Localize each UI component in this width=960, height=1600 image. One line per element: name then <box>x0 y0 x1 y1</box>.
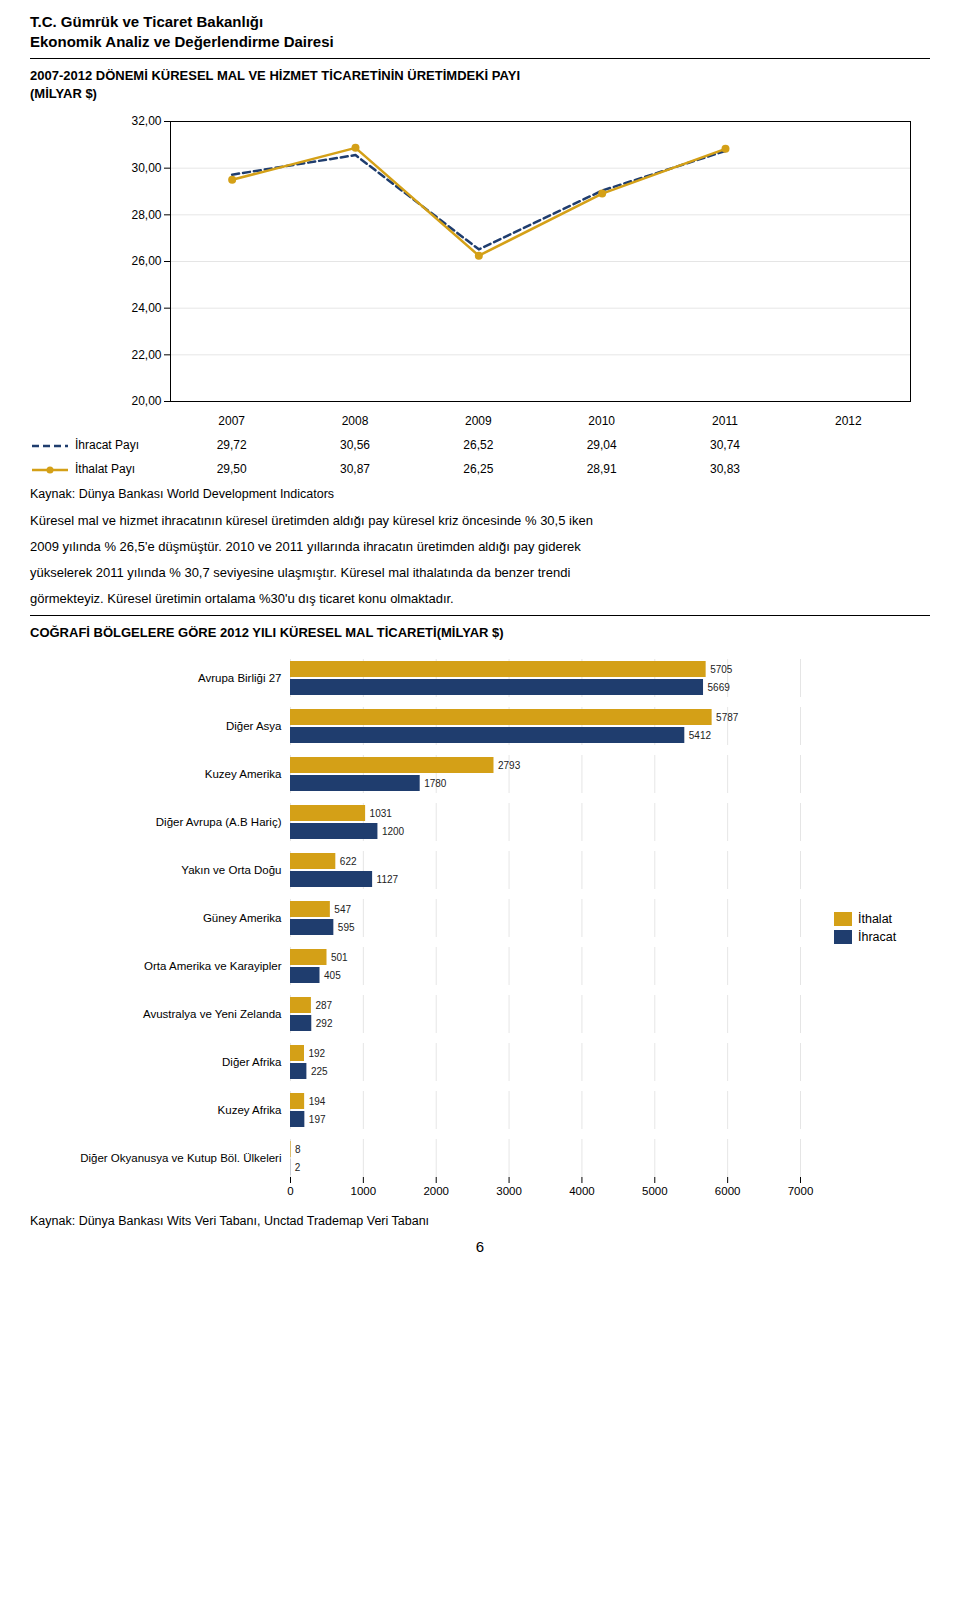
svg-text:Kuzey Afrika: Kuzey Afrika <box>218 1104 283 1116</box>
svg-text:225: 225 <box>311 1066 328 1077</box>
svg-text:8: 8 <box>295 1144 301 1155</box>
svg-text:Avustralya ve Yeni Zelanda: Avustralya ve Yeni Zelanda <box>143 1008 282 1020</box>
svg-text:28,00: 28,00 <box>131 208 161 222</box>
svg-text:32,00: 32,00 <box>131 114 161 128</box>
svg-text:2793: 2793 <box>498 760 521 771</box>
svg-text:26,00: 26,00 <box>131 254 161 268</box>
html-text:İthalat Payı: İthalat Payı <box>75 462 135 476</box>
svg-text:192: 192 <box>308 1048 325 1059</box>
svg-text:Diğer Avrupa (A.B Hariç): Diğer Avrupa (A.B Hariç) <box>156 816 282 828</box>
svg-text:Kuzey Amerika: Kuzey Amerika <box>205 768 282 780</box>
html-text:İthalat: İthalat <box>858 912 893 926</box>
html-text:T.C. Gümrük ve Ticaret Bakanlı: T.C. Gümrük ve Ticaret Bakanlığı <box>30 13 264 30</box>
html-text:İhracat: İhracat <box>858 930 897 944</box>
html-text:Ekonomik Analiz ve Değerlendir: Ekonomik Analiz ve Değerlendirme Dairesi <box>30 33 334 50</box>
svg-text:5412: 5412 <box>689 730 712 741</box>
svg-text:1200: 1200 <box>382 826 405 837</box>
html-text:COĞRAFİ BÖLGELERE GÖRE 2012 YI: COĞRAFİ BÖLGELERE GÖRE 2012 YILI KÜRESEL… <box>30 625 504 640</box>
html-text:29,04: 29,04 <box>586 438 617 452</box>
svg-text:3000: 3000 <box>496 1185 522 1197</box>
html-text:2009 yılında % 26,5'e düşmüştü: 2009 yılında % 26,5'e düşmüştür. 2010 ve… <box>30 539 581 554</box>
html-text:2011: 2011 <box>712 414 738 428</box>
svg-text:Diğer Okyanusya ve Kutup Böl.: Diğer Okyanusya ve Kutup Böl. Ülkeleri <box>80 1152 281 1164</box>
svg-text:2000: 2000 <box>423 1185 449 1197</box>
svg-text:287: 287 <box>315 1000 332 1011</box>
svg-text:30,00: 30,00 <box>131 161 161 175</box>
svg-text:501: 501 <box>331 952 348 963</box>
svg-text:5669: 5669 <box>708 682 731 693</box>
svg-text:1127: 1127 <box>377 874 399 885</box>
html-text:2012: 2012 <box>835 414 862 428</box>
html-text:yükselerek 2011 yılında % 30,7: yükselerek 2011 yılında % 30,7 seviyesin… <box>30 565 571 580</box>
svg-text:5787: 5787 <box>716 712 739 723</box>
html-text:30,83: 30,83 <box>710 462 740 476</box>
svg-text:194: 194 <box>309 1096 326 1107</box>
svg-text:622: 622 <box>340 856 357 867</box>
html-text:2008: 2008 <box>341 414 369 428</box>
html-text:30,56: 30,56 <box>340 438 370 452</box>
svg-text:1780: 1780 <box>424 778 447 789</box>
html-text:2010: 2010 <box>588 414 615 428</box>
html-text:29,50: 29,50 <box>216 462 247 476</box>
html-text:30,74: 30,74 <box>710 438 740 452</box>
svg-text:Yakın ve Orta Doğu: Yakın ve Orta Doğu <box>181 864 281 876</box>
html-text:2007: 2007 <box>218 414 245 428</box>
svg-text:7000: 7000 <box>788 1185 814 1197</box>
svg-text:Avrupa Birliği 27: Avrupa Birliği 27 <box>198 672 282 684</box>
html-text:30,87: 30,87 <box>340 462 370 476</box>
html-text:6: 6 <box>475 1238 485 1255</box>
svg-text:2: 2 <box>295 1162 301 1173</box>
html-text:2009: 2009 <box>465 414 492 428</box>
html-text:26,52: 26,52 <box>463 438 494 452</box>
svg-text:197: 197 <box>309 1114 326 1125</box>
html-text:28,91: 28,91 <box>586 462 617 476</box>
svg-text:Güney Amerika: Güney Amerika <box>203 912 282 924</box>
svg-text:22,00: 22,00 <box>131 348 161 362</box>
svg-text:1031: 1031 <box>370 808 393 819</box>
svg-text:1000: 1000 <box>351 1185 377 1197</box>
svg-text:4000: 4000 <box>569 1185 595 1197</box>
svg-text:292: 292 <box>316 1018 333 1029</box>
svg-text:5705: 5705 <box>710 664 733 675</box>
html-text:İhracat Payı: İhracat Payı <box>75 438 139 452</box>
svg-text:Diğer Asya: Diğer Asya <box>226 720 282 732</box>
svg-text:5000: 5000 <box>642 1185 668 1197</box>
svg-text:20,00: 20,00 <box>131 394 161 408</box>
svg-text:6000: 6000 <box>715 1185 741 1197</box>
svg-text:Diğer Afrika: Diğer Afrika <box>222 1056 282 1068</box>
html-text:Küresel mal ve hizmet ihracatı: Küresel mal ve hizmet ihracatının kürese… <box>30 513 593 528</box>
svg-text:547: 547 <box>334 904 351 915</box>
html-text:Kaynak: Dünya Bankası Wits Ver: Kaynak: Dünya Bankası Wits Veri Tabanı, … <box>30 1214 430 1228</box>
html-text:29,72: 29,72 <box>216 438 247 452</box>
svg-text:Orta Amerika ve Karayipler: Orta Amerika ve Karayipler <box>144 960 282 972</box>
svg-text:405: 405 <box>324 970 341 981</box>
html-text:görmekteyiz. Küresel üretimin: görmekteyiz. Küresel üretimin ortalama %… <box>30 591 454 606</box>
html-text:Kaynak: Dünya Bankası World De: Kaynak: Dünya Bankası World Development … <box>30 487 335 501</box>
html-text:2007-2012 DÖNEMİ KÜRESEL MAL V: 2007-2012 DÖNEMİ KÜRESEL MAL VE HİZMET T… <box>30 68 520 101</box>
svg-text:0: 0 <box>287 1185 293 1197</box>
svg-text:24,00: 24,00 <box>131 301 161 315</box>
html-text:26,25: 26,25 <box>463 462 494 476</box>
svg-text:595: 595 <box>338 922 355 933</box>
